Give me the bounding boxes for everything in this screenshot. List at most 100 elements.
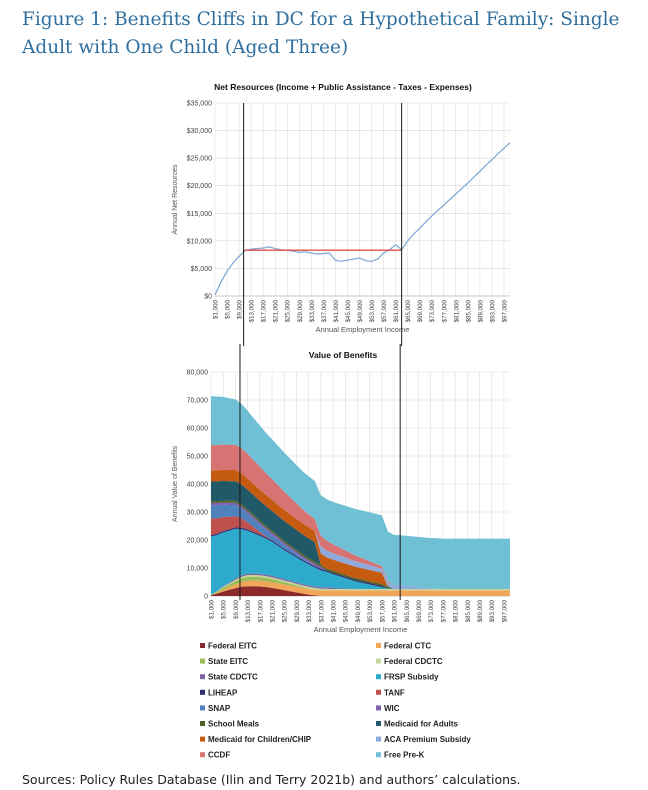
area-snap — [211, 504, 510, 589]
x-tick-label: $73,000 — [428, 599, 435, 622]
x-tick-label: $61,000 — [393, 299, 400, 322]
y-tick-label: $20,000 — [187, 183, 212, 190]
area-medicaid-for-adults — [211, 480, 510, 589]
area-ccdf — [211, 444, 510, 589]
x-tick-label: $53,000 — [367, 599, 374, 622]
legend-entry: Federal EITC — [208, 642, 257, 651]
legend-entry: Federal CDCTC — [384, 657, 443, 666]
benefits-legend: Federal EITC Federal CTC State EITC Federal… — [200, 642, 471, 760]
legend-swatch — [200, 752, 205, 758]
value-of-benefits-chart: Value of Benefits 0 10,000 20,000 30,000 40,0… — [172, 344, 510, 634]
legend-entry: Free Pre-K — [384, 751, 425, 760]
x-tick-label: $85,000 — [465, 599, 472, 622]
chart-title: Value of Benefits — [309, 350, 378, 360]
x-tick-label: $77,000 — [440, 599, 447, 622]
y-tick-label: 40,000 — [187, 482, 209, 489]
legend-entry: LIHEAP — [208, 688, 238, 697]
legend-entry: WIC — [384, 704, 400, 713]
legend-entry: Medicaid for Adults — [384, 720, 458, 729]
x-tick-label: $81,000 — [453, 299, 460, 322]
legend-swatch — [376, 736, 381, 742]
x-tick-label: $13,000 — [245, 599, 252, 622]
y-axis-label: Annual Net Resources — [172, 164, 179, 235]
x-tick-label: $13,000 — [249, 299, 256, 322]
legend-entry: ACA Premium Subsidy — [384, 735, 471, 744]
x-axis-label: Annual Employment Income — [314, 625, 408, 634]
x-tick-label: $21,000 — [270, 599, 277, 622]
net-resources-chart: Net Resources (Income + Public Assistanc… — [172, 82, 511, 346]
x-tick-label: $81,000 — [453, 599, 460, 622]
legend-swatch — [376, 658, 381, 664]
x-tick-label: $1,000 — [213, 299, 220, 318]
legend-swatch — [200, 705, 205, 711]
legend-entry: FRSP Subsidy — [384, 673, 439, 682]
x-tick-label: $29,000 — [294, 599, 301, 622]
x-tick-label: $17,000 — [257, 599, 264, 622]
x-tick-label: $77,000 — [441, 299, 448, 322]
x-tick-label: $41,000 — [333, 299, 340, 322]
y-tick-label: 50,000 — [187, 454, 209, 461]
legend-entry: State EITC — [208, 657, 248, 666]
legend-swatch — [376, 674, 381, 680]
legend-entry: Medicaid for Children/CHIP — [208, 735, 312, 744]
y-tick-label: 80,000 — [187, 370, 209, 377]
area-federal-cdctc — [211, 575, 510, 595]
y-tick-label: $15,000 — [187, 211, 212, 218]
x-tick-label: $61,000 — [392, 599, 399, 622]
x-tick-label: $1,000 — [209, 599, 216, 618]
y-tick-label: $35,000 — [187, 101, 212, 108]
chart-title: Net Resources (Income + Public Assistanc… — [214, 82, 472, 92]
x-tick-label: $85,000 — [465, 299, 472, 322]
legend-swatch — [376, 689, 381, 695]
x-tick-label: $21,000 — [273, 299, 280, 322]
y-tick-label: 20,000 — [187, 538, 209, 545]
x-tick-label: $53,000 — [369, 299, 376, 322]
area-federal-eitc — [211, 586, 510, 596]
legend-entry: Federal CTC — [384, 642, 431, 651]
x-tick-label: $89,000 — [477, 599, 484, 622]
x-tick-label: $33,000 — [306, 599, 313, 622]
x-tick-label: $33,000 — [309, 299, 316, 322]
legend-swatch — [200, 643, 205, 648]
x-tick-label: $25,000 — [285, 299, 292, 322]
x-tick-label: $65,000 — [405, 299, 412, 322]
y-tick-label: $30,000 — [187, 128, 212, 135]
x-tick-label: $5,000 — [225, 299, 232, 318]
legend-entry: CCDF — [208, 751, 230, 760]
y-tick-label: 0 — [204, 594, 208, 601]
x-tick-label: $69,000 — [417, 299, 424, 322]
y-tick-label: 10,000 — [187, 566, 209, 573]
legend-entry: State CDCTC — [208, 673, 258, 682]
area-aca-premium-subsidy — [211, 469, 510, 589]
x-tick-label: $25,000 — [282, 599, 289, 622]
x-tick-label: $65,000 — [404, 599, 411, 622]
x-tick-label: $9,000 — [233, 599, 240, 618]
x-tick-label: $9,000 — [237, 299, 244, 318]
x-tick-label: $5,000 — [221, 599, 228, 618]
y-tick-label: $5,000 — [191, 266, 213, 273]
legend-swatch — [376, 752, 381, 758]
x-tick-label: $41,000 — [331, 599, 338, 622]
x-tick-label: $57,000 — [381, 299, 388, 322]
x-tick-label: $97,000 — [501, 299, 508, 322]
legend-swatch — [200, 736, 205, 742]
x-tick-label: $49,000 — [355, 599, 362, 622]
x-tick-label: $57,000 — [379, 599, 386, 622]
area-tanf — [211, 516, 510, 589]
legend-swatch — [376, 705, 381, 711]
x-tick-label: $37,000 — [321, 299, 328, 322]
x-tick-label: $97,000 — [501, 599, 508, 622]
x-tick-label: $17,000 — [261, 299, 268, 322]
x-tick-label: $73,000 — [429, 299, 436, 322]
legend-swatch — [200, 658, 205, 664]
y-tick-label: 70,000 — [187, 398, 209, 405]
sources-note: Sources: Policy Rules Database (Ilin and… — [22, 772, 521, 787]
x-tick-label: $89,000 — [477, 299, 484, 322]
area-medicaid-for-children-chip — [211, 469, 510, 589]
legend-swatch — [200, 689, 205, 695]
area-free-pre-k — [211, 396, 510, 589]
y-tick-label: 30,000 — [187, 510, 209, 517]
x-tick-label: $49,000 — [357, 299, 364, 322]
y-tick-label: $0 — [204, 294, 212, 301]
x-tick-label: $93,000 — [489, 599, 496, 622]
